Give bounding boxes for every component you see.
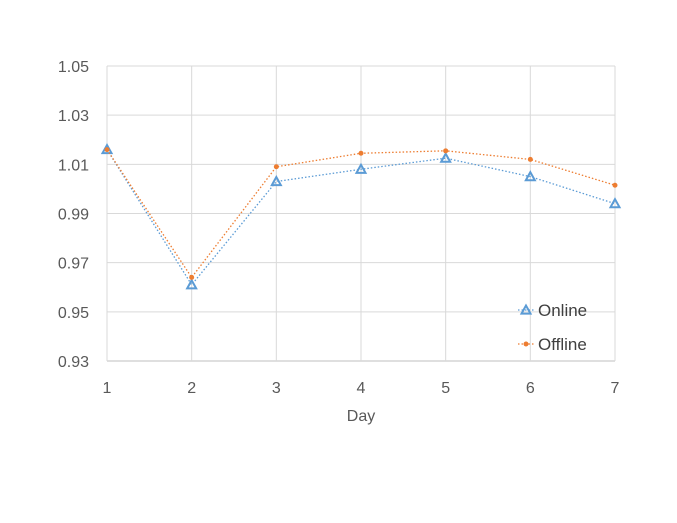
data-point — [354, 162, 368, 174]
x-tick-label: 7 — [611, 380, 620, 397]
y-tick-label: 1.01 — [58, 157, 89, 174]
x-tick-label: 5 — [441, 380, 450, 397]
series-offline — [104, 147, 618, 280]
y-tick-label: 0.93 — [58, 354, 89, 371]
legend-label: Offline — [538, 335, 587, 354]
data-point — [439, 151, 452, 163]
legend-marker — [523, 341, 529, 347]
legend-item-online: Online — [518, 301, 587, 320]
data-point — [273, 164, 279, 170]
legend-item-offline: Offline — [518, 335, 587, 354]
y-tick-label: 1.05 — [58, 59, 89, 76]
data-point — [270, 174, 283, 187]
series-group — [100, 143, 622, 290]
data-point — [524, 170, 537, 182]
data-point — [358, 150, 364, 156]
x-tick-label: 6 — [526, 380, 535, 397]
x-axis-ticks: 1 2 3 4 5 6 7 — [103, 380, 620, 397]
data-point — [527, 156, 533, 162]
y-tick-label: 0.97 — [58, 256, 89, 273]
legend: Online Offline — [518, 301, 587, 354]
legend-marker — [519, 303, 533, 315]
data-point — [185, 278, 198, 290]
data-point — [608, 197, 622, 209]
y-tick-label: 0.95 — [58, 305, 89, 322]
data-point — [443, 148, 449, 154]
y-tick-label: 0.99 — [58, 207, 89, 224]
y-tick-label: 1.03 — [58, 108, 89, 125]
legend-label: Online — [538, 301, 587, 320]
x-tick-label: 4 — [357, 380, 366, 397]
data-point — [104, 147, 110, 153]
y-axis-ticks: 0.93 0.95 0.97 0.99 1.01 1.03 1.05 — [58, 59, 89, 371]
x-tick-label: 2 — [187, 380, 196, 397]
series-line — [106, 149, 616, 286]
data-point — [612, 182, 618, 188]
x-tick-label: 3 — [272, 380, 281, 397]
x-tick-label: 1 — [103, 380, 112, 397]
x-axis-label: Day — [347, 408, 375, 425]
data-point — [189, 274, 195, 280]
